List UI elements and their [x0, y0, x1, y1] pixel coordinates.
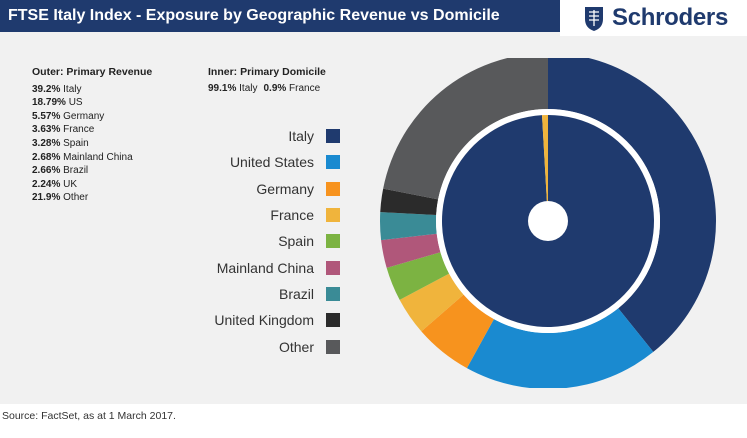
- outer-stat-pct: 18.79%: [32, 97, 66, 109]
- legend-label: Italy: [288, 128, 314, 145]
- outer-ring-slice: [381, 233, 441, 268]
- outer-stat-label: Other: [60, 192, 89, 204]
- inner-stats: Inner: Primary Domicile 99.1% Italy 0.9% …: [208, 66, 326, 94]
- outer-stat-pct: 3.28%: [32, 137, 61, 149]
- brand-name: Schroders: [612, 4, 729, 31]
- source-note: Source: FactSet, as at 1 March 2017.: [2, 410, 176, 422]
- outer-ring-slice: [386, 252, 450, 300]
- legend-item: United States: [150, 149, 340, 175]
- outer-stat-pct: 3.63%: [32, 124, 61, 136]
- outer-stat-pct: 2.24%: [32, 178, 61, 190]
- outer-stat-pct: 21.9%: [32, 192, 61, 204]
- outer-ring-slice: [380, 212, 437, 241]
- outer-stat-pct: 2.68%: [32, 151, 61, 163]
- outer-stat-row: 2.68% Mainland China: [32, 151, 152, 165]
- outer-stat-row: 2.24% UK: [32, 178, 152, 192]
- brand-logo: Schroders: [560, 0, 747, 36]
- legend-item: Italy: [150, 123, 340, 149]
- outer-stat-row: 3.28% Spain: [32, 137, 152, 151]
- outer-stat-label: Brazil: [60, 165, 89, 177]
- outer-stat-pct: 5.57%: [32, 110, 61, 122]
- outer-stat-row: 18.79% US: [32, 96, 152, 110]
- donut-chart: [380, 58, 716, 388]
- outer-stat-row: 3.63% France: [32, 123, 152, 137]
- legend-label: Mainland China: [216, 259, 314, 276]
- outer-ring-slice: [466, 308, 654, 388]
- inner-stat-label: France: [286, 83, 321, 94]
- outer-stat-label: Italy: [60, 83, 82, 95]
- legend-swatch: [326, 208, 340, 223]
- outer-ring-slice: [548, 58, 716, 352]
- legend-item: Germany: [150, 176, 340, 202]
- outer-stat-pct: 39.2%: [32, 83, 61, 95]
- inner-stats-heading: Inner: Primary Domicile: [208, 66, 326, 78]
- legend-swatch: [326, 155, 340, 170]
- inner-stat-label: Italy: [236, 83, 258, 94]
- inner-ring-slice: [542, 115, 548, 221]
- legend-item: United Kingdom: [150, 307, 340, 333]
- outer-ring-slice: [383, 58, 548, 200]
- outer-ring-slice: [380, 188, 439, 216]
- outer-stats-heading: Outer: Primary Revenue: [32, 66, 153, 78]
- outer-stat-label: Spain: [60, 137, 89, 149]
- legend-label: Spain: [278, 233, 314, 250]
- outer-stat-row: 2.66% Brazil: [32, 164, 152, 178]
- outer-ring-slice: [421, 294, 494, 369]
- donut-center: [528, 201, 568, 241]
- inner-stat-row: 99.1% Italy: [208, 83, 257, 94]
- page-title: FTSE Italy Index - Exposure by Geographi…: [0, 0, 560, 32]
- legend-item: Other: [150, 333, 340, 359]
- outer-stats: Outer: Primary Revenue 39.2% Italy 18.79%…: [32, 66, 152, 205]
- legend: Italy United States Germany France Spain Main…: [150, 123, 340, 360]
- legend-swatch: [326, 129, 340, 144]
- outer-stat-row: 39.2% Italy: [32, 83, 152, 97]
- legend-label: Other: [278, 338, 314, 355]
- legend-swatch: [326, 234, 340, 249]
- inner-stat-pct: 0.9%: [263, 83, 287, 94]
- inner-stat-row: 0.9% France: [263, 83, 320, 94]
- outer-stat-label: UK: [60, 178, 78, 190]
- legend-item: Spain: [150, 228, 340, 254]
- outer-stat-row: 5.57% Germany: [32, 110, 152, 124]
- legend-swatch: [326, 313, 340, 328]
- legend-label: France: [270, 207, 314, 224]
- legend-label: Brazil: [278, 285, 314, 302]
- outer-stat-pct: 2.66%: [32, 165, 61, 177]
- outer-ring-slice: [399, 273, 464, 332]
- crest-icon: [585, 7, 603, 31]
- legend-item: Brazil: [150, 281, 340, 307]
- legend-item: France: [150, 202, 340, 228]
- legend-label: Germany: [256, 180, 314, 197]
- legend-item: Mainland China: [150, 254, 340, 280]
- outer-stat-label: Germany: [60, 110, 105, 122]
- outer-stat-row: 21.9% Other: [32, 191, 152, 205]
- inner-stat-pct: 99.1%: [208, 83, 237, 94]
- legend-swatch: [326, 339, 340, 354]
- legend-swatch: [326, 181, 340, 196]
- outer-stat-label: US: [65, 97, 83, 109]
- legend-swatch: [326, 260, 340, 275]
- legend-label: United Kingdom: [214, 312, 314, 329]
- legend-label: United States: [229, 154, 314, 171]
- outer-stat-label: Mainland China: [60, 151, 133, 163]
- legend-swatch: [326, 286, 340, 301]
- outer-stat-label: France: [60, 124, 95, 136]
